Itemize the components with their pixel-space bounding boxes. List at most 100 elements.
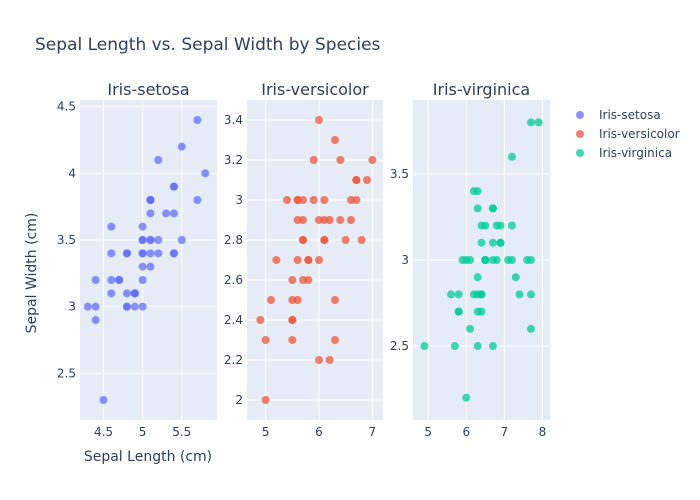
legend-label: Iris-setosa <box>599 108 661 122</box>
data-point <box>507 221 516 230</box>
data-point <box>283 196 291 204</box>
data-point <box>177 236 186 244</box>
data-point <box>492 221 501 230</box>
data-point <box>496 238 505 247</box>
data-point <box>420 342 429 351</box>
data-point <box>146 262 155 271</box>
y-tick-label: 2.4 <box>224 313 243 327</box>
data-point <box>347 216 355 224</box>
legend-marker <box>576 111 584 119</box>
data-point <box>83 302 92 311</box>
data-point <box>534 118 543 127</box>
data-point <box>115 276 124 284</box>
data-point <box>477 221 486 230</box>
x-tick-label: 5 <box>139 425 147 439</box>
y-tick-label: 2.8 <box>224 233 243 247</box>
legend-item[interactable]: Iris-setosa <box>576 108 661 122</box>
plot-area <box>80 100 217 420</box>
data-point <box>511 273 520 282</box>
data-point <box>107 249 116 258</box>
data-point <box>488 256 497 264</box>
y-tick-label: 2.6 <box>224 273 243 287</box>
data-point <box>138 236 147 244</box>
legend-marker <box>576 149 584 157</box>
data-point <box>299 236 307 244</box>
x-tick-label: 8 <box>539 425 547 439</box>
data-point <box>138 222 147 231</box>
data-point <box>288 336 297 344</box>
data-point <box>477 238 486 247</box>
data-point <box>201 169 210 178</box>
subplot-title: Iris-setosa <box>107 80 189 99</box>
data-point <box>462 393 471 402</box>
data-point <box>130 289 139 298</box>
data-point <box>473 342 482 351</box>
data-point <box>526 256 535 264</box>
data-point <box>107 289 116 298</box>
data-point <box>146 196 155 204</box>
data-point <box>331 296 339 304</box>
data-point <box>122 302 131 311</box>
data-point <box>309 156 318 164</box>
data-point <box>261 396 270 404</box>
data-point <box>320 236 329 244</box>
subplot-title: Iris-versicolor <box>261 80 369 99</box>
data-point <box>309 196 318 204</box>
chart-title: Sepal Length vs. Sepal Width by Species <box>35 35 381 55</box>
y-tick-label: 3 <box>235 193 243 207</box>
data-point <box>122 289 131 298</box>
data-point <box>481 256 490 264</box>
y-tick-label: 2 <box>235 393 243 407</box>
data-point <box>325 356 334 364</box>
data-point <box>352 196 361 204</box>
data-point <box>146 249 155 258</box>
y-tick-label: 2.5 <box>57 366 76 380</box>
data-point <box>99 396 108 404</box>
legend-label: Iris-versicolor <box>599 127 680 141</box>
data-point <box>341 236 350 244</box>
data-point <box>368 156 377 164</box>
data-point <box>130 302 139 311</box>
panel-1: 4.5 5 5.5 2.5 3 3.5 4 4.5 Iris-setosa <box>57 80 217 439</box>
x-tick-label: 4.5 <box>94 425 113 439</box>
data-point <box>122 249 131 258</box>
data-point <box>154 156 163 164</box>
data-point <box>299 196 307 204</box>
data-point <box>488 204 497 213</box>
data-point <box>304 276 313 284</box>
data-point <box>293 256 302 264</box>
subplot-title: Iris-virginica <box>433 80 530 99</box>
legend[interactable]: Iris-setosa Iris-versicolor Iris-virginica <box>576 108 680 160</box>
data-point <box>299 216 307 224</box>
y-tick-label: 3 <box>68 300 76 314</box>
x-tick-label: 5.5 <box>172 425 191 439</box>
legend-item[interactable]: Iris-virginica <box>576 146 672 160</box>
y-tick-label: 4 <box>68 166 76 180</box>
data-point <box>154 236 163 244</box>
data-point <box>488 238 497 247</box>
data-point <box>138 276 147 284</box>
data-point <box>336 216 345 224</box>
data-point <box>91 276 100 284</box>
x-tick-label: 6 <box>315 425 323 439</box>
data-point <box>304 256 313 264</box>
data-point <box>454 290 463 299</box>
data-point <box>507 152 516 161</box>
data-point <box>454 307 463 316</box>
data-point <box>473 290 482 299</box>
data-point <box>488 342 497 351</box>
data-point <box>91 302 100 311</box>
legend-marker <box>576 130 584 138</box>
data-point <box>154 249 163 258</box>
data-point <box>288 296 297 304</box>
data-point <box>288 316 297 324</box>
data-point <box>288 276 297 284</box>
data-point <box>315 256 323 264</box>
legend-item[interactable]: Iris-versicolor <box>576 127 680 141</box>
data-point <box>447 290 456 299</box>
x-tick-label: 7 <box>501 425 509 439</box>
data-point <box>162 209 171 218</box>
data-point <box>261 336 270 344</box>
data-point <box>91 316 100 324</box>
subplot-panels: 4.5 5 5.5 2.5 3 3.5 4 4.5 Iris-setosa 5 6 7 2 2.2 2.4 2… <box>57 80 550 439</box>
